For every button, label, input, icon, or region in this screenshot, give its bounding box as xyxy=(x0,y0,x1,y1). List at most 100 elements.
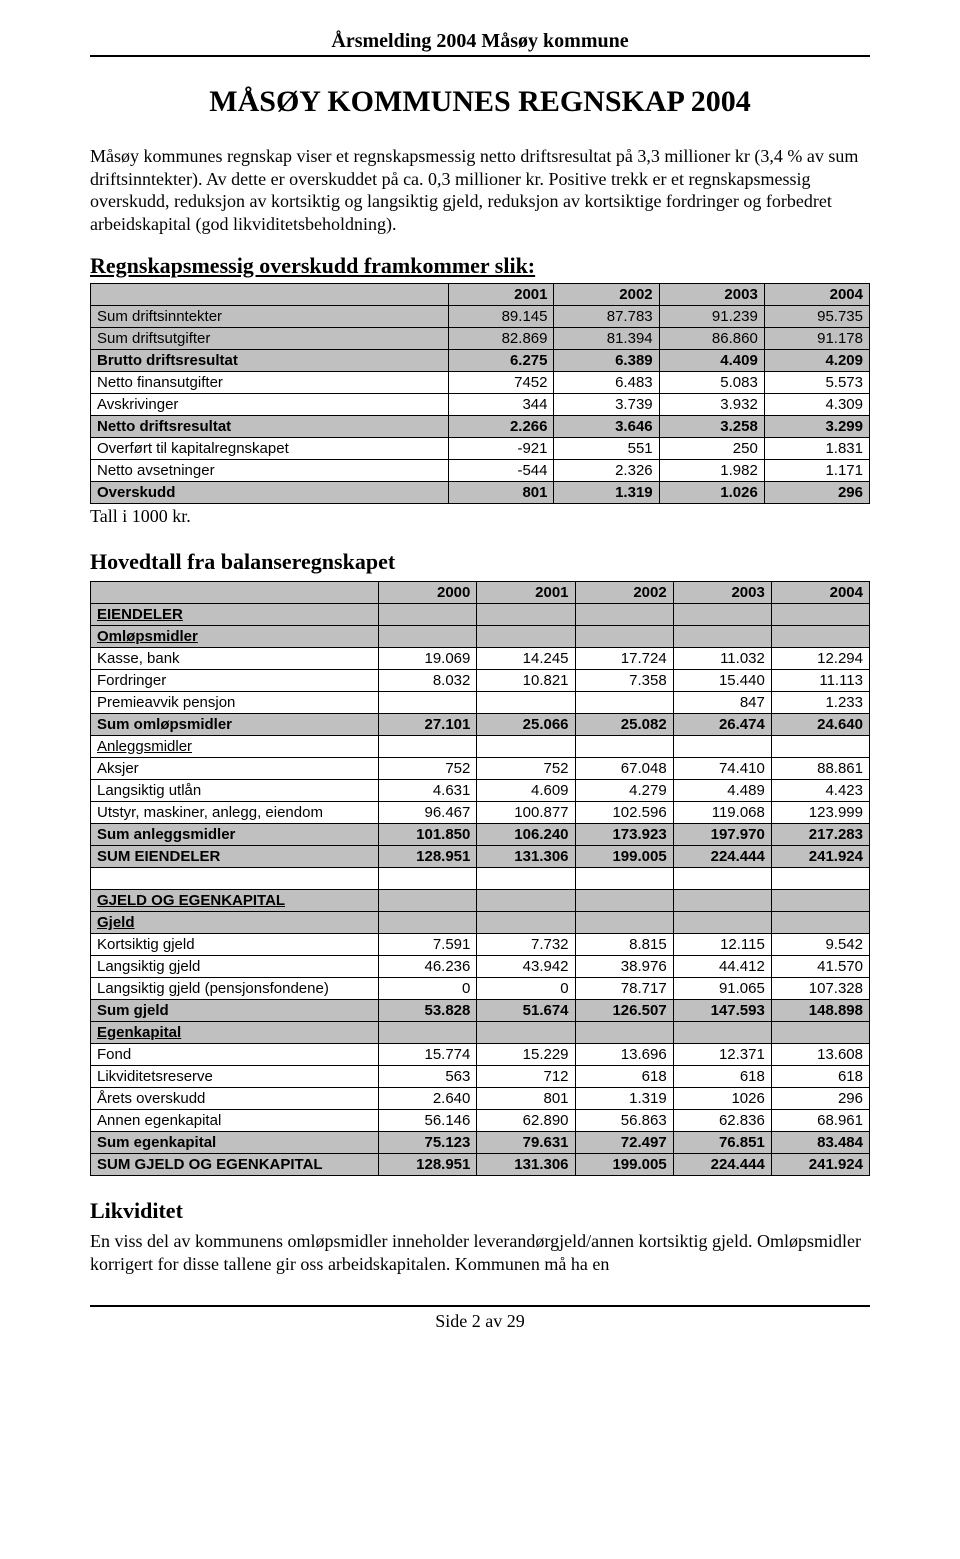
table2-year-0: 2000 xyxy=(379,582,477,604)
table-row: EIENDELER xyxy=(91,604,870,626)
table1-cell: 250 xyxy=(659,438,764,460)
table1-cell: 81.394 xyxy=(554,328,659,350)
table2-cell: 83.484 xyxy=(771,1132,869,1154)
table2-cell: 199.005 xyxy=(575,1154,673,1176)
table2-cell: 4.609 xyxy=(477,780,575,802)
table2-label: Likviditetsreserve xyxy=(91,1066,379,1088)
table2-cell: 15.229 xyxy=(477,1044,575,1066)
table2-cell: 224.444 xyxy=(673,1154,771,1176)
table2-blank-cell xyxy=(91,868,379,890)
intro-paragraph: Måsøy kommunes regnskap viser et regnska… xyxy=(90,145,870,235)
table1-cell: 4.409 xyxy=(659,350,764,372)
table1-cell: 3.258 xyxy=(659,416,764,438)
table-row: GJELD OG EGENKAPITAL xyxy=(91,890,870,912)
table2-cell: 847 xyxy=(673,692,771,714)
table2-label: Sum omløpsmidler xyxy=(91,714,379,736)
table2-cell: 41.570 xyxy=(771,956,869,978)
table1-cell: 4.309 xyxy=(764,394,869,416)
table1-label: Netto finansutgifter xyxy=(91,372,449,394)
table2-cell: 88.861 xyxy=(771,758,869,780)
table2-cell: 13.608 xyxy=(771,1044,869,1066)
table2-label: SUM GJELD OG EGENKAPITAL xyxy=(91,1154,379,1176)
table1-label: Overskudd xyxy=(91,482,449,504)
table2-cell xyxy=(477,604,575,626)
table2-cell: 67.048 xyxy=(575,758,673,780)
table-row: Brutto driftsresultat6.2756.3894.4094.20… xyxy=(91,350,870,372)
table2-cell xyxy=(477,890,575,912)
table-row: Utstyr, maskiner, anlegg, eiendom96.4671… xyxy=(91,802,870,824)
page-header-title: Årsmelding 2004 Måsøy kommune xyxy=(90,30,870,57)
table2-cell: 148.898 xyxy=(771,1000,869,1022)
table2-label: Omløpsmidler xyxy=(91,626,379,648)
table1-year-2: 2003 xyxy=(659,284,764,306)
table2-cell: 91.065 xyxy=(673,978,771,1000)
table-row: SUM GJELD OG EGENKAPITAL128.951131.30619… xyxy=(91,1154,870,1176)
table-row: Sum anleggsmidler101.850106.240173.92319… xyxy=(91,824,870,846)
table2-cell: 147.593 xyxy=(673,1000,771,1022)
table2-cell: 25.082 xyxy=(575,714,673,736)
table1-cell: 2.326 xyxy=(554,460,659,482)
table2-label: EIENDELER xyxy=(91,604,379,626)
table2-cell: 224.444 xyxy=(673,846,771,868)
table2-cell: 618 xyxy=(771,1066,869,1088)
table1-label: Sum driftsutgifter xyxy=(91,328,449,350)
table2-label: GJELD OG EGENKAPITAL xyxy=(91,890,379,912)
table1-cell: 4.209 xyxy=(764,350,869,372)
table1-cell: 95.735 xyxy=(764,306,869,328)
table1-year-1: 2002 xyxy=(554,284,659,306)
table2-label: Fond xyxy=(91,1044,379,1066)
table1-cell: 6.275 xyxy=(449,350,554,372)
table2-label: Sum anleggsmidler xyxy=(91,824,379,846)
table2-cell: 4.423 xyxy=(771,780,869,802)
table1-cell: 3.739 xyxy=(554,394,659,416)
table2-label: Fordringer xyxy=(91,670,379,692)
table2-cell: 53.828 xyxy=(379,1000,477,1022)
table-row: Fond15.77415.22913.69612.37113.608 xyxy=(91,1044,870,1066)
table2-cell xyxy=(477,692,575,714)
table2-cell: 752 xyxy=(379,758,477,780)
table2-cell: 44.412 xyxy=(673,956,771,978)
table2-cell: 14.245 xyxy=(477,648,575,670)
table2-cell xyxy=(575,604,673,626)
table2-cell: 8.032 xyxy=(379,670,477,692)
table-row: Annen egenkapital56.14662.89056.86362.83… xyxy=(91,1110,870,1132)
table2-cell xyxy=(771,604,869,626)
table2-cell: 2.640 xyxy=(379,1088,477,1110)
table2-cell: 107.328 xyxy=(771,978,869,1000)
table1-cell: 801 xyxy=(449,482,554,504)
table2-label: Annen egenkapital xyxy=(91,1110,379,1132)
table2-cell: 296 xyxy=(771,1088,869,1110)
table1-cell: 91.239 xyxy=(659,306,764,328)
table1-label: Netto avsetninger xyxy=(91,460,449,482)
table-row: Årets overskudd2.6408011.3191026296 xyxy=(91,1088,870,1110)
table2-cell: 8.815 xyxy=(575,934,673,956)
table2-cell: 1.233 xyxy=(771,692,869,714)
table2-label: Aksjer xyxy=(91,758,379,780)
table2-label: Gjeld xyxy=(91,912,379,934)
table1-cell: 6.483 xyxy=(554,372,659,394)
table1-year-0: 2001 xyxy=(449,284,554,306)
table1-cell: 5.573 xyxy=(764,372,869,394)
table2-label: Anleggsmidler xyxy=(91,736,379,758)
table2-cell: 27.101 xyxy=(379,714,477,736)
table2-header-row: 2000 2001 2002 2003 2004 xyxy=(91,582,870,604)
table1-label: Netto driftsresultat xyxy=(91,416,449,438)
table1-cell: -544 xyxy=(449,460,554,482)
table1-cell: 3.299 xyxy=(764,416,869,438)
table2-cell: 56.146 xyxy=(379,1110,477,1132)
table-row: Langsiktig utlån4.6314.6094.2794.4894.42… xyxy=(91,780,870,802)
table1-year-3: 2004 xyxy=(764,284,869,306)
table2-cell xyxy=(379,1022,477,1044)
table1-cell: 5.083 xyxy=(659,372,764,394)
table-row: Kortsiktig gjeld7.5917.7328.81512.1159.5… xyxy=(91,934,870,956)
table2-cell xyxy=(379,692,477,714)
table2-cell: 43.942 xyxy=(477,956,575,978)
table1-cell: 89.145 xyxy=(449,306,554,328)
table2-cell: 56.863 xyxy=(575,1110,673,1132)
table2-cell: 199.005 xyxy=(575,846,673,868)
table2-cell: 74.410 xyxy=(673,758,771,780)
table1-cell: 1.171 xyxy=(764,460,869,482)
table-row: Langsiktig gjeld46.23643.94238.97644.412… xyxy=(91,956,870,978)
table2-cell: 62.836 xyxy=(673,1110,771,1132)
table2-cell: 1.319 xyxy=(575,1088,673,1110)
